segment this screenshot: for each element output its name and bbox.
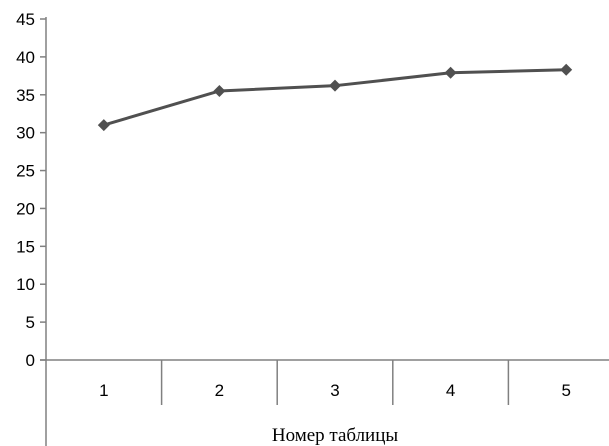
axes-layer (40, 17, 609, 446)
y-tick-label: 15 (16, 237, 35, 256)
data-point-marker (329, 79, 341, 92)
y-tick-labels: 0 5 10 15 20 25 30 35 40 45 (16, 10, 35, 370)
data-point-marker (97, 119, 110, 132)
y-tick-label: 5 (26, 313, 35, 332)
y-tick-label: 40 (16, 48, 35, 67)
y-tick-label: 45 (16, 10, 35, 29)
series-layer (97, 63, 573, 132)
y-tick-label: 10 (16, 275, 35, 294)
data-point-marker (213, 84, 226, 97)
x-tick-label: 2 (215, 381, 224, 400)
y-tick-label: 20 (16, 199, 35, 218)
x-axis-title: Номер таблицы (272, 425, 399, 446)
y-tick-label: 25 (16, 162, 35, 181)
x-tick-label: 3 (330, 381, 339, 400)
data-point-marker (560, 63, 573, 76)
data-point-marker (444, 66, 457, 79)
y-tick-label: 0 (26, 351, 35, 370)
x-tick-labels: 1 2 3 4 5 (99, 381, 571, 400)
x-tick-label: 5 (561, 381, 570, 400)
x-tick-label: 1 (99, 381, 108, 400)
y-tick-label: 30 (16, 124, 35, 143)
series-line (103, 68, 567, 127)
y-tick-label: 35 (16, 86, 35, 105)
x-tick-label: 4 (446, 381, 455, 400)
